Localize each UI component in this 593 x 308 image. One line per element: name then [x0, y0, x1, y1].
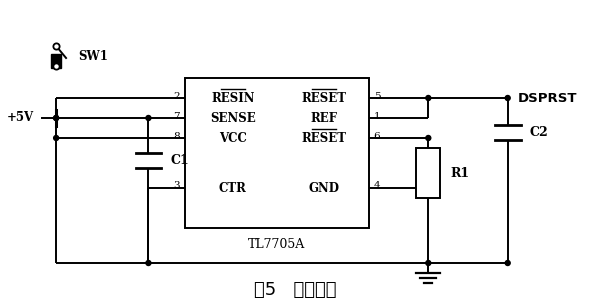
Circle shape	[53, 116, 59, 120]
Text: DSPRST: DSPRST	[518, 91, 577, 104]
Circle shape	[53, 116, 59, 120]
Circle shape	[505, 261, 510, 265]
Bar	[51, 54, 61, 68]
Text: SW1: SW1	[78, 50, 108, 63]
Text: GND: GND	[308, 181, 340, 194]
Text: 图5   复位电路: 图5 复位电路	[254, 281, 337, 299]
Text: SENSE: SENSE	[210, 111, 256, 124]
Text: REF: REF	[311, 111, 337, 124]
Text: RESET: RESET	[302, 132, 346, 144]
Text: 8: 8	[174, 132, 180, 140]
Text: 7: 7	[174, 111, 180, 120]
Text: 2: 2	[174, 91, 180, 100]
Text: RESET: RESET	[302, 91, 346, 104]
Text: 6: 6	[374, 132, 380, 140]
Circle shape	[426, 261, 431, 265]
Bar	[416, 148, 440, 198]
Text: VCC: VCC	[219, 132, 247, 144]
Text: C2: C2	[530, 126, 549, 139]
Text: CTR: CTR	[219, 181, 247, 194]
Text: TL7705A: TL7705A	[248, 237, 305, 250]
Text: C1: C1	[170, 154, 189, 167]
Circle shape	[505, 95, 510, 100]
Circle shape	[146, 261, 151, 265]
Circle shape	[426, 95, 431, 100]
Text: 4: 4	[374, 181, 380, 191]
Text: 3: 3	[174, 181, 180, 191]
Circle shape	[426, 136, 431, 140]
Text: 1: 1	[374, 111, 380, 120]
Circle shape	[146, 116, 151, 120]
Text: +5V: +5V	[7, 111, 34, 124]
Circle shape	[53, 136, 59, 140]
Bar	[185, 78, 369, 228]
Text: 5: 5	[374, 91, 380, 100]
Text: RESIN: RESIN	[211, 91, 254, 104]
Text: R1: R1	[450, 167, 469, 180]
